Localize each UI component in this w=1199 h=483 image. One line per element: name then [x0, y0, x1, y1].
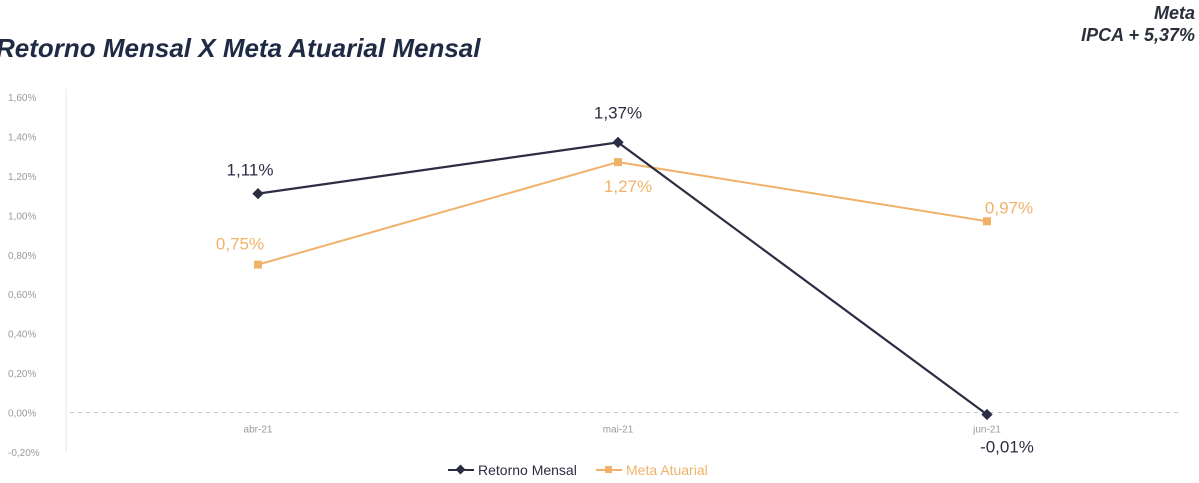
chart-title: Retorno Mensal X Meta Atuarial Mensal [0, 33, 481, 63]
data-point [254, 260, 262, 269]
y-tick-label: 1,00% [8, 211, 36, 222]
data-point [614, 158, 622, 167]
y-tick-label: 0,80% [8, 251, 36, 262]
y-tick-label: -0,20% [8, 448, 40, 459]
data-label: 1,11% [227, 161, 274, 180]
y-tick-label: 1,40% [8, 132, 36, 143]
legend-entry: Meta Atuarial [626, 462, 708, 478]
y-tick-label: 1,60% [8, 93, 36, 104]
meta-note: Meta IPCA + 5,37% [1081, 2, 1195, 46]
x-tick-label: mai-21 [603, 425, 634, 436]
data-point [983, 217, 991, 226]
x-tick-label: abr-21 [244, 425, 273, 436]
legend-entry: Retorno Mensal [478, 462, 577, 478]
data-label: 0,97% [985, 198, 1033, 217]
meta-value: IPCA + 5,37% [1081, 25, 1195, 45]
data-label: 1,37% [594, 103, 642, 122]
data-point [612, 136, 624, 149]
x-tick-label: jun-21 [972, 425, 1001, 436]
legend-marker [455, 464, 466, 475]
y-tick-label: 0,60% [8, 290, 36, 301]
data-point [252, 187, 264, 200]
legend-marker [605, 466, 612, 473]
y-tick-label: 1,20% [8, 172, 36, 183]
data-label: -0,01% [980, 438, 1034, 457]
y-tick-label: 0,40% [8, 330, 36, 341]
data-label: 1,27% [604, 177, 652, 196]
data-point [981, 408, 993, 421]
y-tick-label: 0,00% [8, 409, 36, 420]
meta-label: Meta [1153, 3, 1195, 23]
y-tick-label: 0,20% [8, 369, 36, 380]
data-label: 0,75% [216, 235, 264, 254]
